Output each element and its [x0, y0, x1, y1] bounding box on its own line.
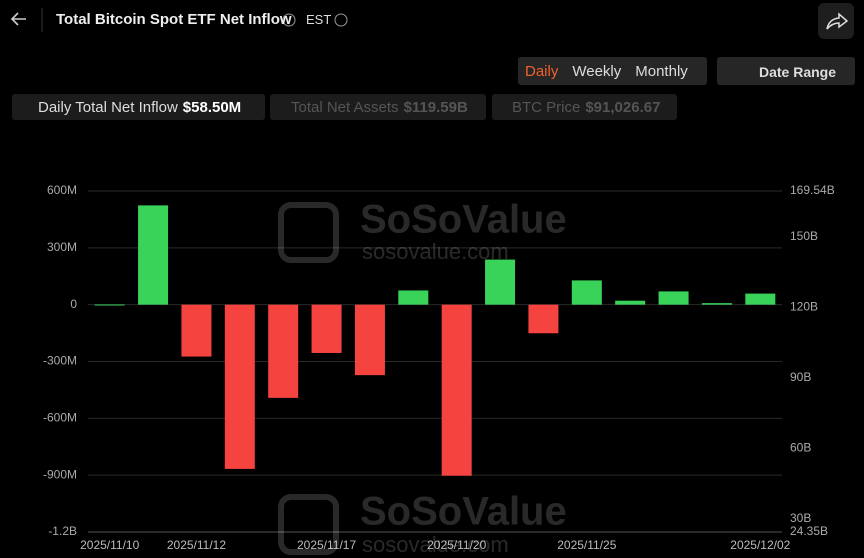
- x-tick-label: 2025/11/20: [427, 538, 486, 552]
- timezone: EST: [306, 12, 332, 27]
- y2-tick-label: 30B: [790, 511, 811, 525]
- y2-tick-label: 120B: [790, 300, 818, 314]
- date-range-button[interactable]: Date Range: [717, 57, 855, 85]
- legend-item[interactable]: BTC Price $91,026.67: [492, 94, 677, 120]
- bar: [181, 304, 212, 357]
- x-tick-label: 2025/11/12: [167, 538, 226, 552]
- y-tick-label: -1.2B: [48, 524, 77, 538]
- legend-label: Total Net Assets: [291, 98, 399, 116]
- x-tick-label: 2025/11/10: [80, 538, 139, 552]
- bar: [615, 300, 646, 305]
- legend-item[interactable]: Total Net Assets $119.59B: [270, 94, 486, 120]
- bar: [701, 303, 732, 305]
- watermark-logo: [278, 202, 339, 263]
- bar: [354, 304, 385, 376]
- share-icon: [826, 12, 849, 30]
- y-tick-label: -900M: [43, 467, 77, 481]
- y-tick-label: -600M: [43, 411, 77, 425]
- bar: [398, 290, 429, 305]
- legend-item[interactable]: Daily Total Net Inflow $58.50M: [12, 94, 265, 120]
- period-option[interactable]: Weekly: [572, 62, 622, 80]
- bar: [268, 304, 299, 398]
- back-icon[interactable]: [10, 12, 26, 26]
- bar: [311, 304, 342, 353]
- bar: [745, 293, 776, 305]
- bar: [441, 304, 472, 476]
- page-title: Total Bitcoin Spot ETF Net Inflow: [56, 11, 292, 28]
- period-option[interactable]: Daily: [525, 62, 559, 80]
- x-tick-label: 2025/11/17: [297, 538, 356, 552]
- y-tick-label: 600M: [47, 183, 77, 197]
- legend-value: $58.50M: [182, 98, 242, 116]
- info-icon[interactable]: [282, 13, 296, 27]
- watermark-site: sosovalue.com: [362, 239, 509, 264]
- period-option[interactable]: Monthly: [635, 62, 688, 80]
- y-tick-label: -300M: [43, 354, 77, 368]
- x-tick-label: 2025/11/25: [557, 538, 616, 552]
- watermark-site: sosovalue.com: [362, 532, 509, 557]
- legend-label: Daily Total Net Inflow: [38, 98, 178, 116]
- legend-value: $91,026.67: [585, 98, 661, 116]
- watermark-logo: [278, 494, 339, 555]
- bar: [224, 304, 255, 469]
- bar: [528, 304, 559, 334]
- x-tick-label: 2025/12/02: [730, 538, 790, 552]
- period-toggle: Daily Weekly Monthly: [518, 57, 707, 85]
- watermark: SoSoValue sosovalue.com SoSoValue sosova…: [278, 198, 567, 557]
- y2-tick-label: 169.54B: [790, 183, 835, 197]
- date-range-label: Date Range: [759, 64, 837, 80]
- legend-value: $119.59B: [403, 98, 468, 116]
- bar: [658, 291, 689, 305]
- y2-tick-label: 150B: [790, 229, 818, 243]
- bar: [485, 259, 516, 305]
- y-tick-label: 0: [70, 297, 77, 311]
- y2-tick-label: 24.35B: [790, 524, 828, 538]
- info-icon[interactable]: [334, 13, 348, 27]
- bar: [571, 280, 602, 305]
- bar: [94, 304, 125, 306]
- y2-tick-label: 90B: [790, 370, 811, 384]
- y2-tick-label: 60B: [790, 440, 811, 454]
- legend-label: BTC Price: [512, 98, 581, 116]
- y-tick-label: 300M: [47, 240, 77, 254]
- watermark-brand: SoSoValue: [360, 198, 567, 242]
- share-button[interactable]: [818, 3, 854, 39]
- bar: [138, 205, 169, 305]
- watermark-brand: SoSoValue: [360, 490, 567, 534]
